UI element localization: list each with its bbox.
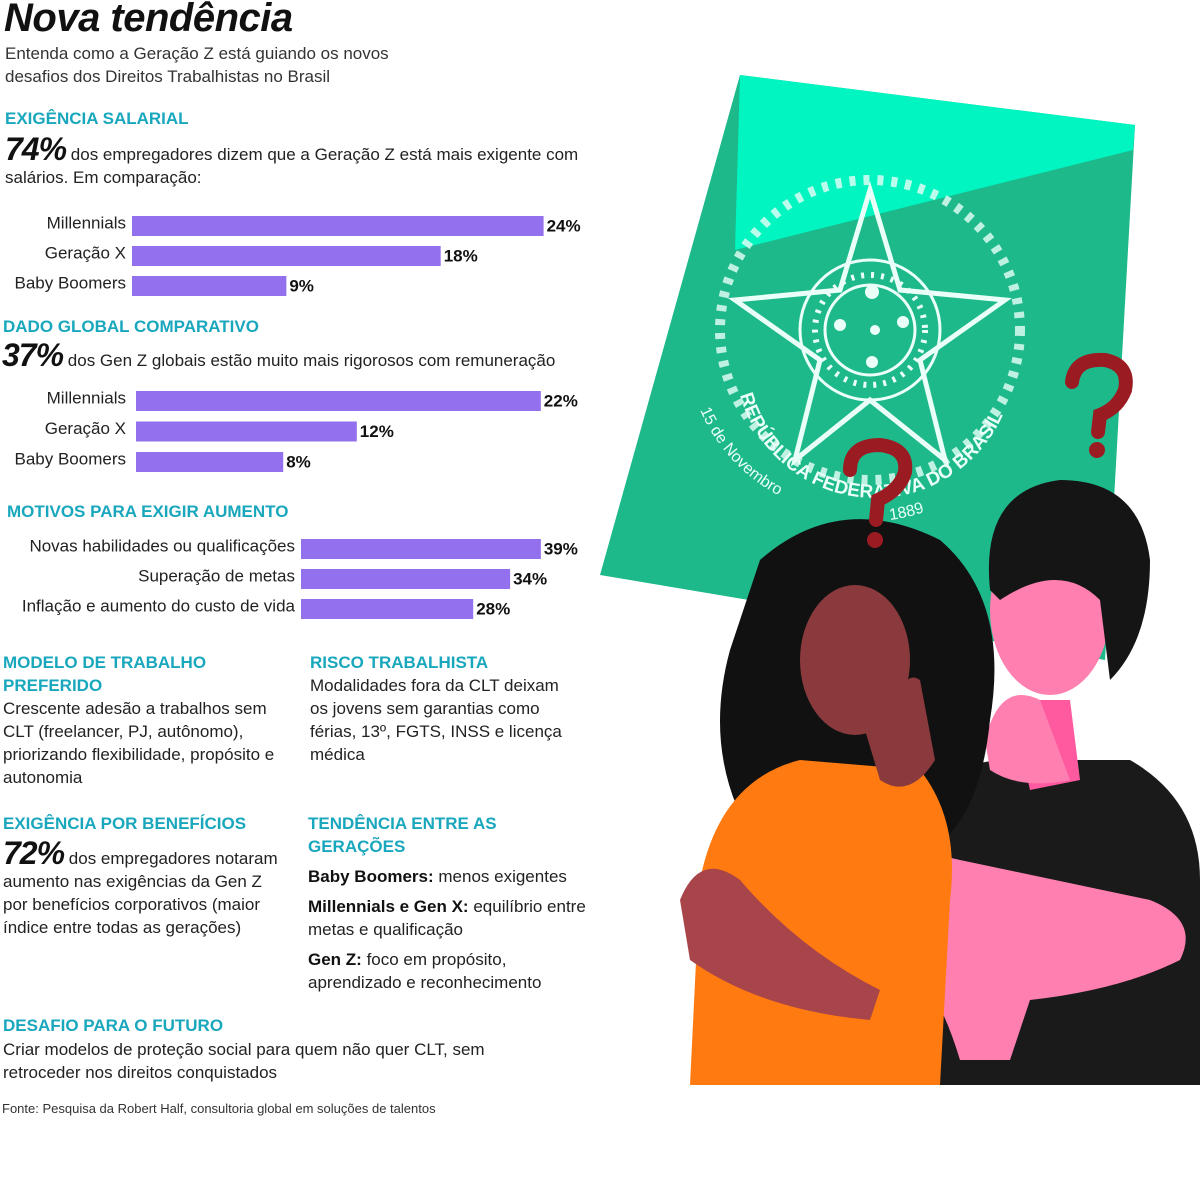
booklet-band xyxy=(735,75,1135,250)
category-label: Superação de metas xyxy=(138,566,295,585)
trend-item: Gen Z: foco em propósito, aprendizado e … xyxy=(308,948,588,994)
stat-block: 74% dos empregadores dizem que a Geração… xyxy=(5,133,585,189)
trend-label: Millennials e Gen X: xyxy=(308,897,469,916)
emblem-stars xyxy=(834,285,909,368)
question-mark-dot xyxy=(867,532,883,548)
trend-item: Baby Boomers: menos exigentes xyxy=(308,865,588,888)
question-mark xyxy=(1065,352,1133,439)
category-label: Geração X xyxy=(45,419,126,438)
value-label: 22% xyxy=(544,391,578,410)
woman-hand xyxy=(865,677,935,787)
trend-text: foco em propósito, aprendizado e reconhe… xyxy=(308,950,542,992)
woman-face xyxy=(800,585,910,735)
stat: 37% xyxy=(2,337,64,373)
trend-label: Gen Z: xyxy=(308,950,362,969)
section-heading: DADO GLOBAL COMPARATIVO xyxy=(3,317,259,336)
stat: 72% xyxy=(3,835,65,871)
bar-charts: Millennials 24% Geração X 18% Baby Boomers 9%… xyxy=(15,213,581,619)
question-mark xyxy=(843,437,913,527)
stat-text: dos Gen Z globais estão muito mais rigor… xyxy=(67,351,556,370)
stat-text: dos empregadores notaram aumento nas exi… xyxy=(3,849,278,937)
value-label: 24% xyxy=(547,216,581,235)
trend-text: equilíbrio entre metas e qualificação xyxy=(308,897,586,939)
bar xyxy=(136,452,284,472)
value-label: 34% xyxy=(513,569,547,588)
value-label: 28% xyxy=(476,599,510,618)
bar xyxy=(136,391,541,411)
title: Nova tendência xyxy=(4,0,293,40)
value-label: 18% xyxy=(444,246,478,265)
section-heading: TENDÊNCIA ENTRE AS GERAÇÕES xyxy=(308,814,497,856)
bar xyxy=(132,276,287,296)
section-text: Criar modelos de proteção social para qu… xyxy=(3,1040,485,1082)
stat: 74% xyxy=(5,131,67,167)
section-heading: MODELO DE TRABALHO PREFERIDO xyxy=(3,653,207,695)
woman-arm xyxy=(680,868,880,1020)
stat-block: 72% dos empregadores notaram aumento nas… xyxy=(3,837,288,939)
section-heading: EXIGÊNCIA SALARIAL xyxy=(5,109,189,128)
value-label: 12% xyxy=(360,422,394,441)
subtitle: Entenda como a Geração Z está guiando os… xyxy=(5,44,389,86)
bar xyxy=(132,246,441,266)
section-text: Modalidades fora da CLT deixam os jovens… xyxy=(310,676,562,764)
category-label: Novas habilidades ou qualificações xyxy=(29,536,295,555)
bar xyxy=(301,599,474,619)
value-label: 8% xyxy=(286,452,311,471)
stat-block: 37% dos Gen Z globais estão muito mais r… xyxy=(2,339,592,372)
bar xyxy=(132,216,544,236)
trend-item: Millennials e Gen X: equilíbrio entre me… xyxy=(308,895,588,941)
bar xyxy=(301,539,541,559)
source: Fonte: Pesquisa da Robert Half, consulto… xyxy=(2,1101,436,1116)
question-mark-dot xyxy=(1089,442,1105,458)
section-heading: EXIGÊNCIA POR BENEFÍCIOS xyxy=(3,814,247,833)
section-text: Crescente adesão a trabalhos sem CLT (fr… xyxy=(3,699,275,787)
value-label: 39% xyxy=(544,539,578,558)
woman-shirt xyxy=(690,760,952,1085)
trend-label: Baby Boomers: xyxy=(308,867,434,886)
category-label: Baby Boomers xyxy=(15,273,127,292)
illustration: REPÚBLICA FEDERATIVA DO BRASIL 15 de Nov… xyxy=(600,75,1200,1085)
bar xyxy=(136,421,357,442)
section-heading: RISCO TRABALHISTA xyxy=(310,653,489,672)
man-hand xyxy=(985,695,1070,784)
stat-text: dos empregadores dizem que a Geração Z e… xyxy=(5,145,579,187)
man-hair xyxy=(988,480,1150,680)
section-heading: MOTIVOS PARA EXIGIR AUMENTO xyxy=(7,502,289,521)
bar xyxy=(301,569,511,589)
category-label: Millennials xyxy=(47,213,126,232)
category-label: Baby Boomers xyxy=(15,449,127,468)
category-label: Geração X xyxy=(45,243,126,262)
category-label: Inflação e aumento do custo de vida xyxy=(22,596,296,615)
category-label: Millennials xyxy=(47,388,126,407)
section-heading: DESAFIO PARA O FUTURO xyxy=(3,1016,224,1035)
trend-text: menos exigentes xyxy=(438,867,567,886)
value-label: 9% xyxy=(289,276,314,295)
